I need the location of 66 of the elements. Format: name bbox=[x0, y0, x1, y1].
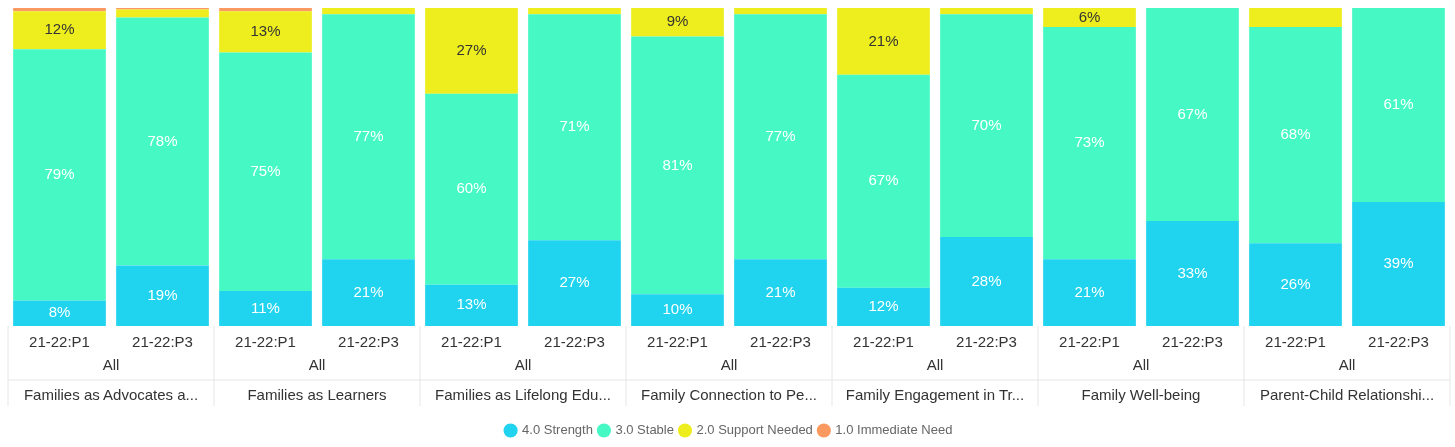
data-label: 21% bbox=[353, 282, 384, 300]
text: All bbox=[102, 356, 120, 374]
data-label: 19% bbox=[147, 285, 178, 303]
text: All bbox=[1338, 356, 1356, 374]
text: Parent-Child Relationshi... bbox=[1259, 386, 1435, 404]
data-label: 71% bbox=[559, 117, 590, 135]
data-label: 27% bbox=[456, 41, 487, 59]
x-tick-label: 21-22:P3 bbox=[956, 333, 1017, 351]
text: All bbox=[308, 356, 326, 374]
x-tick-label: 21-22:P3 bbox=[338, 333, 399, 351]
text: Family Well-being bbox=[1081, 386, 1201, 404]
data-label: 77% bbox=[765, 126, 796, 144]
data-label: 6% bbox=[1078, 7, 1101, 25]
data-label: 8% bbox=[48, 303, 71, 321]
data-label: 39% bbox=[1383, 254, 1414, 272]
text: All bbox=[1132, 356, 1150, 374]
data-label: 11% bbox=[251, 298, 280, 316]
data-label: 73% bbox=[1074, 133, 1105, 151]
x-tick-label: 21-22:P1 bbox=[235, 333, 296, 351]
text: Families as Lifelong Edu... bbox=[435, 386, 611, 404]
x-tick-label: 21-22:P1 bbox=[29, 333, 90, 351]
data-label: 79% bbox=[44, 165, 75, 183]
legend-label: 3.0 Stable bbox=[615, 422, 674, 438]
data-label: 10% bbox=[662, 300, 693, 318]
text: All bbox=[514, 356, 532, 374]
x-tick-label: 21-22:P1 bbox=[1059, 333, 1120, 351]
legend-label: 2.0 Support Needed bbox=[696, 422, 813, 438]
data-label: 78% bbox=[147, 131, 178, 149]
data-label: 12% bbox=[868, 297, 899, 315]
text: Family Connection to Pe... bbox=[641, 386, 817, 404]
text: Family Engagement in Tr... bbox=[845, 386, 1025, 404]
x-tick-label: 21-22:P3 bbox=[132, 333, 193, 351]
x-tick-label: 21-22:P1 bbox=[441, 333, 502, 351]
text: All bbox=[720, 356, 738, 374]
data-label: 70% bbox=[971, 115, 1002, 133]
x-tick-label: 21-22:P3 bbox=[750, 333, 811, 351]
data-label: 60% bbox=[456, 179, 487, 197]
text: Families as Learners bbox=[247, 386, 387, 404]
data-label: 81% bbox=[662, 155, 693, 173]
data-label: 21% bbox=[765, 282, 796, 300]
data-label: 77% bbox=[353, 126, 384, 144]
x-tick-label: 21-22:P1 bbox=[647, 333, 708, 351]
x-tick-label: 21-22:P3 bbox=[1368, 333, 1429, 351]
data-label: 68% bbox=[1280, 125, 1311, 143]
x-tick-label: 21-22:P3 bbox=[1162, 333, 1223, 351]
x-tick-label: 21-22:P3 bbox=[544, 333, 605, 351]
x-tick-label: 21-22:P1 bbox=[853, 333, 914, 351]
text: All bbox=[926, 356, 944, 374]
data-label: 28% bbox=[971, 271, 1002, 289]
data-label: 21% bbox=[868, 31, 899, 49]
data-label: 67% bbox=[868, 171, 899, 189]
data-label: 75% bbox=[250, 161, 281, 179]
data-label: 13% bbox=[250, 21, 281, 39]
data-label: 12% bbox=[44, 20, 75, 38]
data-label: 13% bbox=[456, 295, 487, 313]
data-label: 26% bbox=[1280, 274, 1311, 292]
legend-label: 1.0 Immediate Need bbox=[835, 422, 953, 438]
data-label: 9% bbox=[666, 12, 689, 30]
data-label: 27% bbox=[559, 273, 590, 291]
data-label: 61% bbox=[1383, 95, 1414, 113]
data-label: 67% bbox=[1177, 104, 1208, 122]
legend-label: 4.0 Strength bbox=[522, 422, 593, 438]
text: Families as Advocates a... bbox=[23, 386, 199, 404]
data-label: 33% bbox=[1177, 263, 1208, 281]
x-tick-label: 21-22:P1 bbox=[1265, 333, 1326, 351]
data-label: 21% bbox=[1074, 282, 1105, 300]
